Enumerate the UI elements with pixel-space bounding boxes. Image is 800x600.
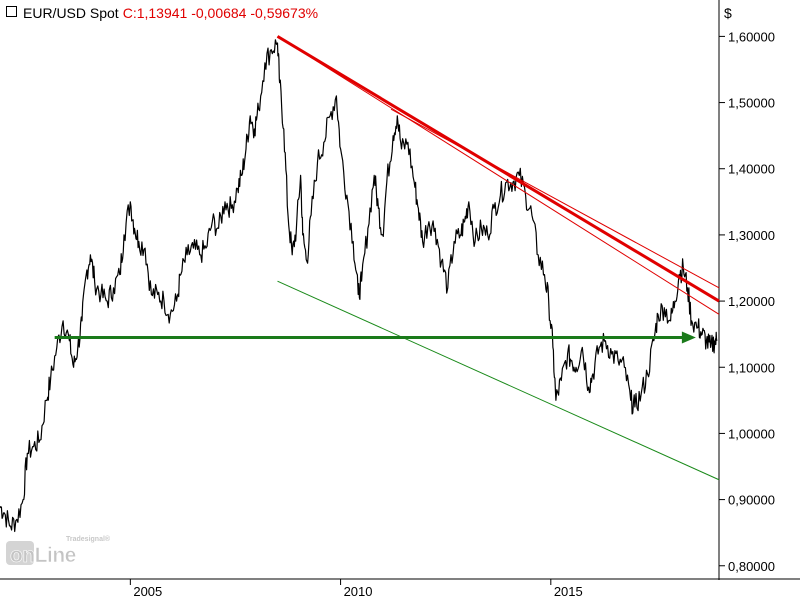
chart-header: EUR/USD Spot C:1,13941 -0,00684 -0,59673% — [6, 5, 318, 21]
y-tick-label: 1,60000 — [728, 29, 775, 44]
y-tick-label: 1,20000 — [728, 294, 775, 309]
collapse-box-icon[interactable] — [6, 6, 17, 17]
y-tick-label: 1,30000 — [728, 228, 775, 243]
resistance-lower-trendline[interactable] — [277, 35, 720, 315]
y-tick-label: 0,80000 — [728, 559, 775, 574]
y-tick-label: 1,40000 — [728, 162, 775, 177]
y-tick-label: 0,90000 — [728, 493, 775, 508]
resistance-main-trendline[interactable] — [276, 35, 720, 303]
x-tick-label: 2015 — [554, 584, 583, 599]
x-tick-label: 2010 — [344, 584, 373, 599]
annotations — [54, 35, 720, 481]
y-axis-unit-label: $ — [724, 5, 732, 21]
tradesignal-online-logo: Tradesignal® onLine — [6, 535, 111, 567]
logo-small-text: Tradesignal® — [66, 535, 111, 543]
price-series-line — [0, 39, 718, 533]
y-tick-label: 1,10000 — [728, 360, 775, 375]
support-channel-trendline[interactable] — [277, 280, 720, 481]
resistance-upper-trendline[interactable] — [390, 108, 720, 289]
logo-main-text: onLine — [10, 544, 76, 567]
y-tick-label: 1,00000 — [728, 426, 775, 441]
ticker-label: EUR/USD Spot — [23, 5, 119, 21]
x-tick-label: 2005 — [133, 584, 162, 599]
y-tick-label: 1,50000 — [728, 96, 775, 111]
arrow-head-icon — [681, 331, 696, 344]
plot-area — [0, 39, 718, 533]
quote-readout: C:1,13941 -0,00684 -0,59673% — [122, 5, 319, 21]
